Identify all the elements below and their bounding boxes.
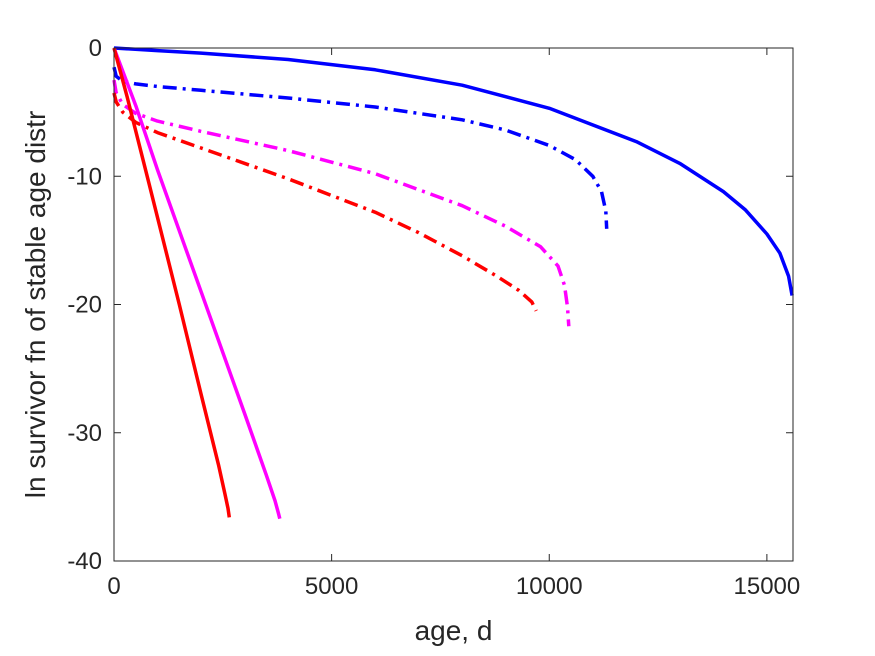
y-tick-label: -20 [67,292,102,319]
y-axis: -40 -30 -20 -10 0 [67,35,793,575]
y-tick-label: -30 [67,420,102,447]
x-tick-label: 15000 [734,573,801,600]
y-tick-label: -10 [67,163,102,190]
plot-area [114,48,793,561]
x-tick-label: 0 [107,573,120,600]
series-line-1 [113,46,794,296]
series-line-5 [112,47,282,520]
x-tick-label: 10000 [516,573,583,600]
y-tick-label: -40 [67,548,102,575]
series-line-6 [112,47,232,518]
x-axis: 0 5000 10000 15000 [107,48,800,600]
y-tick-label: 0 [89,35,102,62]
series-line-3 [112,79,571,327]
x-tick-label: 5000 [305,573,358,600]
x-axis-title: age, d [415,615,493,646]
series-layer [112,46,794,520]
y-axis-title: ln survivor fn of stable age distr [20,111,51,499]
